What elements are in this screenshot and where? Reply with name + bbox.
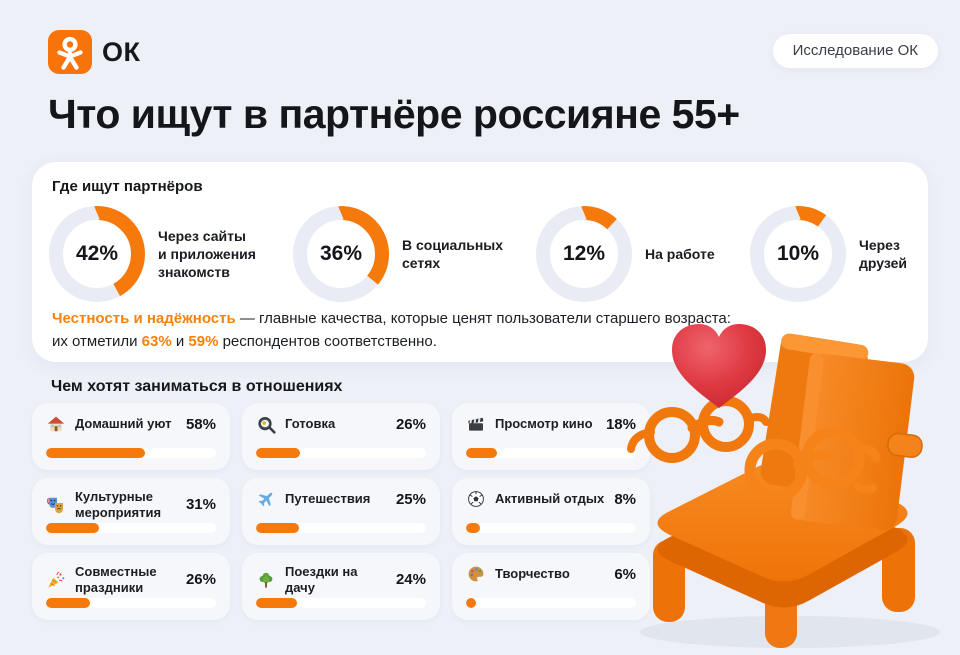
activity-card: Домашний уют 58%	[32, 403, 230, 470]
research-badge: Исследование ОК	[772, 34, 938, 68]
ok-logo-icon	[48, 30, 92, 74]
progress-bar	[256, 598, 426, 608]
donut-stat-social: 36% В социальных сетях	[293, 206, 503, 302]
activity-label: Просмотр кино	[495, 416, 593, 432]
donut-label: Через сайты и приложения знакомств	[158, 227, 256, 281]
donut-value: 12%	[562, 242, 606, 265]
progress-bar	[256, 523, 426, 533]
progress-bar	[46, 448, 216, 458]
activities-heading: Чем хотят заниматься в отношениях	[51, 378, 343, 395]
donut-value: 36%	[319, 242, 363, 265]
where-heading: Где ищут партнёров	[52, 178, 203, 195]
brand: ОК	[48, 30, 140, 74]
activity-card: Просмотр кино 18%	[452, 403, 650, 470]
activity-label: Поездки на дачу	[285, 564, 358, 595]
progress-bar	[466, 598, 636, 608]
note-text: и	[171, 332, 189, 350]
progress-fill	[256, 523, 299, 533]
progress-fill	[466, 448, 497, 458]
activity-percent: 26%	[185, 571, 216, 589]
activity-card: Культурные мероприятия 31%	[32, 478, 230, 545]
donut-value: 10%	[776, 242, 820, 265]
party-popper-icon	[48, 571, 65, 588]
note-text: их отметили	[52, 332, 142, 350]
progress-fill	[46, 523, 99, 533]
activity-label: Совместные праздники	[75, 564, 157, 595]
activity-card: Поездки на дачу 24%	[242, 553, 440, 620]
activity-label: Активный отдых	[495, 491, 605, 507]
progress-fill	[46, 598, 91, 608]
qualities-note: Честность и надёжность — главные качеств…	[52, 308, 732, 353]
activity-card: Совместные праздники 26%	[32, 553, 230, 620]
donut-chart: 12%	[536, 206, 632, 302]
activity-percent: 25%	[395, 490, 426, 508]
note-highlight: Честность и надёжность	[52, 310, 236, 327]
note-value-1: 63%	[141, 332, 172, 350]
progress-bar	[466, 448, 636, 458]
activity-percent: 58%	[185, 415, 216, 433]
progress-fill	[466, 598, 477, 608]
donut-stat-friends: 10% Через друзей	[750, 206, 907, 302]
frying-pan-icon	[258, 417, 276, 434]
activity-card: Путешествия 25%	[242, 478, 440, 545]
note-value-2: 59%	[188, 332, 219, 350]
progress-fill	[256, 448, 301, 458]
donut-label: В социальных сетях	[402, 236, 504, 271]
glasses-icon	[744, 426, 881, 502]
donut-chart: 10%	[750, 206, 846, 302]
activity-percent: 31%	[185, 496, 216, 514]
activity-label: Путешествия	[285, 491, 371, 507]
progress-fill	[466, 523, 480, 533]
book-front-icon	[790, 352, 923, 531]
note-text: респондентов соответственно.	[218, 332, 437, 350]
theater-masks-icon	[47, 497, 63, 513]
activity-card: Готовка 26%	[242, 403, 440, 470]
table-shadow	[640, 616, 940, 648]
donut-label: Через друзей	[859, 236, 908, 271]
activity-percent: 18%	[605, 415, 636, 433]
activity-percent: 6%	[614, 565, 636, 583]
palette-icon	[468, 566, 484, 582]
note-text: — главные качества, которые ценят пользо…	[235, 310, 731, 327]
activity-card: Активный отдых 8%	[452, 478, 650, 545]
activity-label: Готовка	[285, 416, 336, 432]
progress-bar	[256, 448, 426, 458]
progress-bar	[466, 523, 636, 533]
soccer-ball-icon	[468, 491, 484, 507]
activity-label: Культурные мероприятия	[75, 489, 162, 520]
progress-bar	[46, 523, 216, 533]
donut-chart: 42%	[49, 206, 145, 302]
donut-label: На работе	[645, 245, 715, 262]
clapperboard-icon	[468, 417, 484, 431]
donut-value: 42%	[75, 242, 119, 265]
glasses-icon	[627, 396, 770, 463]
progress-bar	[46, 598, 216, 608]
tree-icon	[259, 572, 273, 588]
donut-stat-sites: 42% Через сайты и приложения знакомств	[49, 206, 256, 302]
activity-percent: 24%	[395, 571, 426, 589]
activity-percent: 26%	[395, 415, 426, 433]
activity-label: Домашний уют	[75, 416, 172, 432]
table-icon	[653, 460, 915, 648]
donut-stat-work: 12% На работе	[536, 206, 715, 302]
progress-fill	[256, 598, 297, 608]
activity-label: Творчество	[495, 566, 570, 582]
brand-name: ОК	[102, 36, 141, 67]
house-icon	[47, 416, 65, 432]
airplane-icon	[258, 492, 273, 507]
activity-card: Творчество 6%	[452, 553, 650, 620]
progress-fill	[46, 448, 145, 458]
where-panel: Где ищут партнёров 42% Через сайты и при…	[32, 162, 928, 362]
activities-grid: Домашний уют 58% Готовка 26%	[32, 403, 650, 620]
page-title: Что ищут в партнёре россияне 55+	[48, 91, 740, 137]
donut-chart: 36%	[293, 206, 389, 302]
activity-percent: 8%	[614, 490, 636, 508]
